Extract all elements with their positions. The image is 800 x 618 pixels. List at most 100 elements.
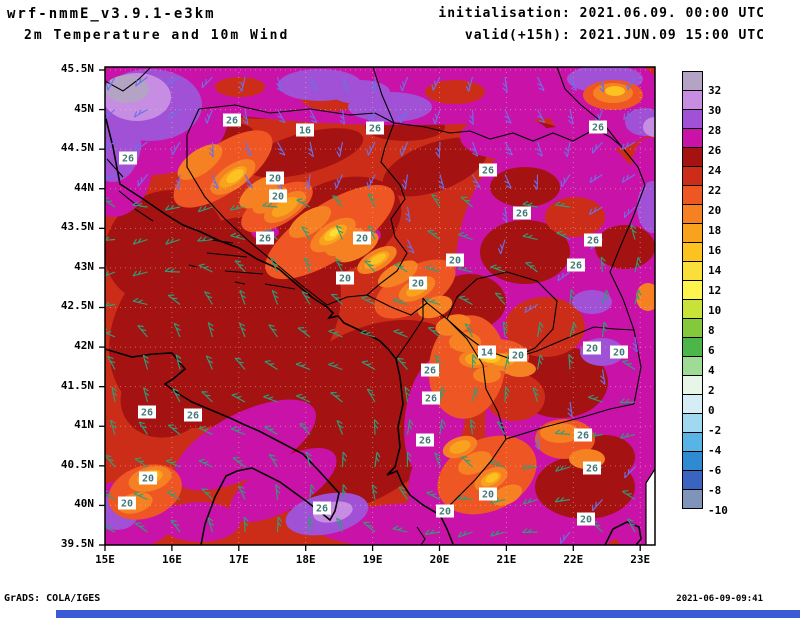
wind-barb: [567, 109, 574, 125]
lon-tick-label: 20E: [429, 553, 450, 566]
wind-barb: [459, 295, 473, 306]
lat-tick-label: 40N: [74, 497, 94, 511]
wind-barb: [271, 289, 279, 305]
wind-barb: [425, 264, 441, 273]
wind-barb: [366, 141, 376, 156]
wind-barb: [238, 322, 247, 338]
wind-barb: [404, 386, 411, 403]
temperature-patch: [246, 128, 364, 178]
wind-barb: [332, 195, 343, 208]
country-border: [556, 67, 622, 147]
colorbar-tick-label: 16: [708, 244, 722, 257]
wind-barb: [201, 76, 213, 89]
svg-text:20: 20: [121, 499, 133, 510]
wind-barb: [569, 289, 576, 305]
wind-barb: [601, 321, 608, 338]
wind-barb: [399, 76, 409, 92]
wind-barb: [166, 458, 181, 468]
lat-tick-label: 39.5N: [60, 536, 94, 550]
svg-text:16: 16: [299, 126, 311, 137]
wind-barb: [328, 328, 343, 338]
wind-barb: [105, 490, 116, 501]
wind-barb: [406, 451, 412, 468]
wind-barb: [301, 291, 311, 305]
country-border: [366, 294, 428, 316]
svg-text:26: 26: [586, 464, 598, 475]
wind-barb: [309, 109, 318, 124]
wind-barb: [264, 360, 278, 370]
wind-barb: [207, 322, 215, 338]
contour-label: 26: [256, 231, 274, 245]
temperature-patch: [378, 260, 418, 288]
wind-barb: [239, 289, 247, 305]
bottom-strip: [56, 610, 800, 618]
colorbar-cell: [682, 166, 703, 186]
colorbar-cell: [682, 318, 703, 338]
svg-text:26: 26: [482, 166, 494, 177]
wind-barb: [374, 451, 381, 468]
wind-barb: [175, 354, 182, 370]
svg-text:26: 26: [424, 366, 436, 377]
wind-barb: [164, 204, 181, 211]
contour-label: 26: [513, 206, 531, 220]
wind-barb: [525, 262, 538, 273]
island: [118, 190, 140, 208]
wind-barb: [166, 490, 181, 501]
wind-barb: [277, 109, 286, 124]
wind-barb: [392, 525, 408, 533]
creation-timestamp: 2021-06-09-09:41: [676, 594, 763, 604]
country-border: [326, 294, 368, 306]
lat-tick-label: 43.5N: [60, 220, 94, 234]
colorbar-tick-label: 20: [708, 204, 722, 217]
svg-text:26: 26: [587, 236, 599, 247]
wind-barb: [105, 454, 116, 468]
wind-barb: [238, 485, 246, 500]
svg-text:26: 26: [259, 234, 271, 245]
wind-barb: [204, 291, 213, 305]
lat-tick-label: 42N: [74, 339, 94, 353]
contour-label: 26: [574, 428, 592, 442]
colorbar-cell: [682, 280, 703, 300]
contour-label: 26: [584, 233, 602, 247]
model-name: wrf-nmmE_v3.9.1-e3km: [7, 6, 216, 22]
wind-barb: [536, 76, 545, 91]
temperature-patch: [485, 473, 499, 483]
wind-barb: [366, 388, 376, 403]
wind-barb: [367, 225, 376, 240]
wind-barb: [559, 531, 571, 545]
svg-text:20: 20: [339, 274, 351, 285]
coastline: [105, 348, 340, 545]
wind-barb: [133, 109, 148, 118]
colorbar-tick-label: 0: [708, 404, 715, 417]
temperature-patch: [480, 220, 570, 284]
wind-barb: [230, 426, 246, 436]
wind-barb: [432, 109, 441, 124]
wind-barb: [560, 174, 571, 188]
wind-barb: [296, 393, 311, 403]
wind-barb: [307, 141, 314, 158]
wind-barb: [170, 141, 181, 156]
wind-barb: [569, 322, 577, 338]
wind-barb: [533, 174, 539, 190]
temperature-patch: [315, 501, 615, 545]
wind-barb: [457, 530, 473, 538]
wind-barb: [309, 484, 316, 500]
svg-text:26: 26: [122, 154, 134, 165]
colorbar-tick-label: 6: [708, 344, 715, 357]
temperature-patch: [595, 225, 655, 269]
colorbar-cell: [682, 109, 703, 129]
svg-text:20: 20: [269, 174, 281, 185]
wind-barb: [234, 260, 246, 273]
svg-text:20: 20: [449, 256, 461, 267]
wind-barb: [406, 419, 414, 435]
temperature-patch: [288, 206, 332, 238]
lon-tick-label: 19E: [362, 553, 383, 566]
contour-label: 26: [366, 121, 384, 135]
wind-barb: [207, 517, 215, 533]
wind-barb: [105, 141, 116, 149]
wind-barb: [524, 304, 538, 314]
map-frame: [104, 66, 656, 546]
wind-barb: [198, 458, 213, 468]
svg-text:20: 20: [439, 507, 451, 518]
contour-label: 26: [589, 120, 607, 134]
